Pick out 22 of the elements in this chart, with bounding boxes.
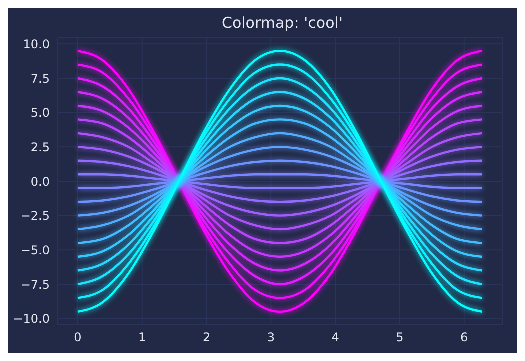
line-series (76, 118, 484, 244)
x-tick-label: 2 (202, 330, 211, 345)
y-tick-label: 7.5 (30, 72, 50, 86)
y-tick-label: −10.0 (13, 312, 50, 326)
x-tick-label: 3 (267, 330, 275, 345)
y-tick-label: −2.5 (20, 209, 50, 224)
x-tick-label: 1 (138, 330, 146, 345)
chart-title: Colormap: 'cool' (220, 13, 344, 34)
x-tick-label: 0 (74, 330, 82, 345)
x-tick-label: 4 (332, 330, 340, 345)
x-tick-label: 6 (460, 330, 468, 345)
y-tick-label: 2.5 (30, 140, 50, 154)
line-series (76, 160, 484, 204)
y-tick-label: 5.0 (30, 106, 50, 120)
x-tick-label: 5 (396, 330, 404, 345)
line-series (76, 146, 484, 217)
line-series (76, 174, 484, 190)
y-tick-label: −5.0 (20, 243, 50, 258)
line-series (76, 132, 484, 231)
y-tick-label: 10.0 (23, 37, 50, 52)
y-tick-label: 0.0 (30, 174, 50, 189)
y-tick-label: −7.5 (20, 278, 50, 292)
